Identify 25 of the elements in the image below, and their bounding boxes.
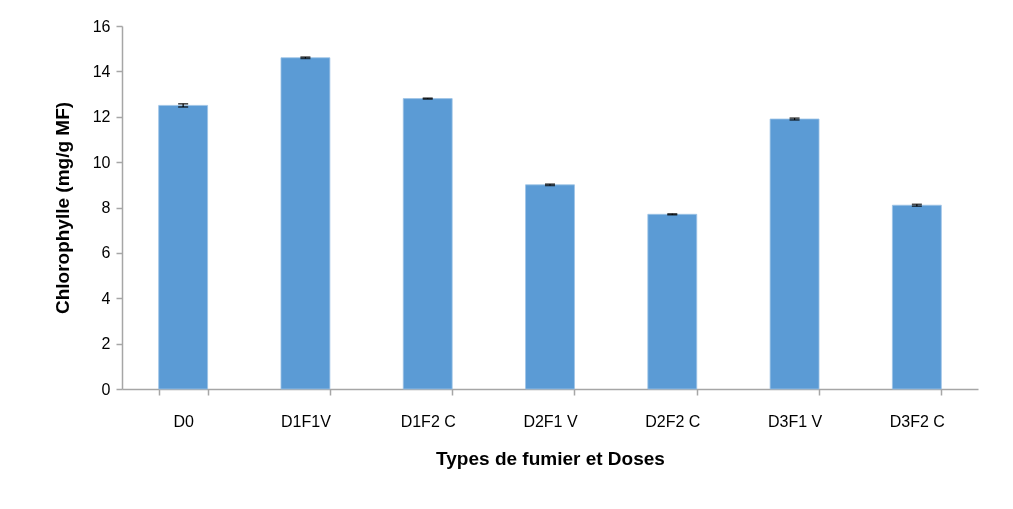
x-tick-label: D0 [173,412,194,430]
bar [280,57,331,390]
x-tick-label: D1F1V [281,412,332,430]
x-axis-title: Types de fumier et Doses [436,447,665,469]
y-tick-label: 10 [92,153,111,171]
y-tick-label: 16 [92,17,111,35]
y-tick-label: 6 [101,244,111,262]
x-tick-label: D1F2 C [400,412,456,430]
x-tick-label: D3F1 V [767,412,823,430]
bar [402,98,453,390]
y-tick-label: 12 [92,108,111,126]
y-axis-title: Chlorophylle (mg/g MF) [51,101,73,315]
x-tick-label: D2F2 C [645,412,701,430]
bar [525,184,575,390]
y-tick-label: 8 [101,199,111,216]
bar [158,105,208,390]
y-tick-label: 14 [92,62,111,80]
y-tick-label: 2 [101,335,111,353]
x-tick-label: D3F2 C [889,412,945,430]
bar [647,213,698,390]
bar [892,204,942,390]
y-tick-label: 0 [101,380,111,398]
x-tick-label: D2F1 V [523,412,578,430]
bar [769,118,820,390]
y-tick-label: 4 [101,289,111,307]
